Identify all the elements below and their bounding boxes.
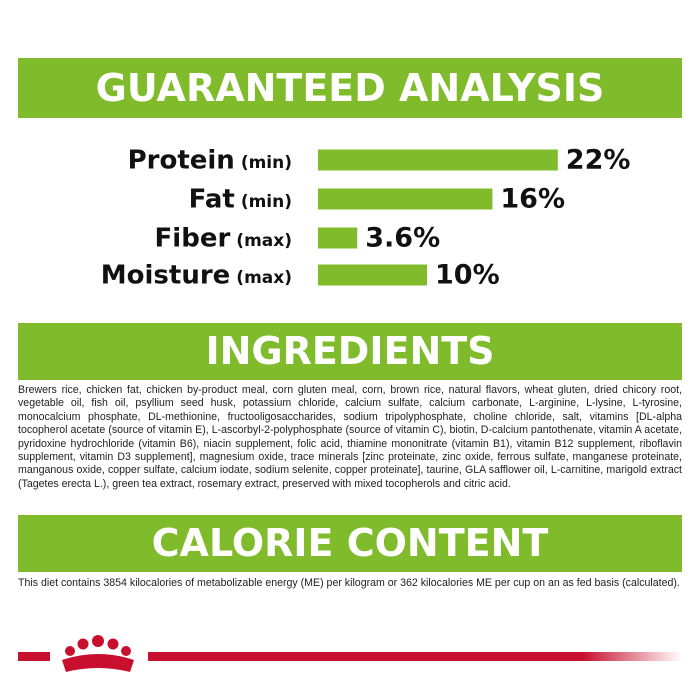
value-label: 10% bbox=[435, 260, 500, 291]
bar bbox=[318, 227, 358, 249]
category-note: (max) bbox=[236, 231, 292, 251]
category-label: Protein bbox=[128, 146, 235, 176]
category-label: Fiber bbox=[155, 224, 231, 254]
ingredients-banner: INGREDIENTS bbox=[18, 323, 682, 380]
value-label: 16% bbox=[500, 184, 565, 215]
bar bbox=[318, 264, 427, 286]
calorie-banner: CALORIE CONTENT bbox=[18, 515, 682, 572]
category-note: (min) bbox=[241, 153, 292, 173]
footer-line bbox=[18, 652, 682, 661]
analysis-chart: 22% (min) Protein 16% (min) Fat 3.6% (max)Fiber… bbox=[101, 145, 631, 291]
bar bbox=[318, 149, 558, 171]
category-label: Moisture bbox=[101, 261, 231, 291]
value-label: 22% bbox=[566, 145, 631, 176]
analysis-banner: GUARANTEED ANALYSIS bbox=[18, 58, 682, 118]
crown-logo bbox=[62, 635, 134, 672]
ingredients-text: Brewers rice, chicken fat, chicken by-pr… bbox=[18, 384, 682, 490]
category-note: (min) bbox=[241, 192, 292, 212]
category-note: (max) bbox=[236, 268, 292, 288]
category-label: Fat bbox=[189, 185, 235, 215]
calorie-text: This diet contains 3854 kilocalories of … bbox=[18, 577, 680, 589]
bar bbox=[318, 188, 493, 210]
logo-bg bbox=[50, 640, 148, 674]
value-label: 3.6% bbox=[365, 223, 440, 254]
